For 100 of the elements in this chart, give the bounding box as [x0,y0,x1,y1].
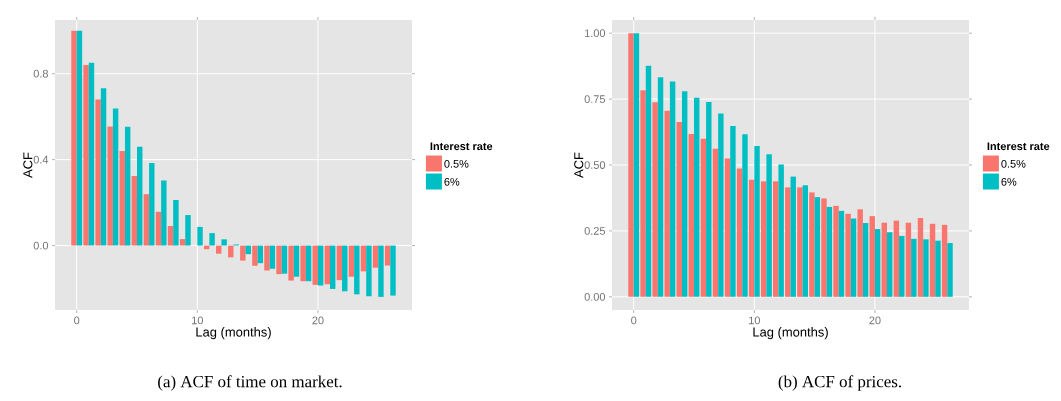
legend-label: 6% [1001,177,1017,186]
bar [911,238,917,297]
bar [809,192,815,297]
y-axis-title: ACF [23,152,33,178]
bar [826,206,833,297]
bar [790,176,796,297]
bar [221,239,227,246]
bar [173,200,179,246]
bar [76,30,83,246]
bar [905,222,912,297]
bar [372,245,379,268]
x-axis-title: Lag (months) [753,327,828,340]
text: (b) ACF of prices. [778,375,901,391]
bar [773,181,779,297]
bar [869,216,875,297]
bar [83,65,89,246]
bar [706,101,712,297]
bar [107,126,113,246]
bar [336,245,343,281]
bar [700,138,707,297]
bar [785,187,791,297]
bar [276,245,282,275]
bar [748,179,755,297]
bar [324,245,330,285]
bar [633,33,640,297]
y-tick-label: 0.0 [33,241,49,250]
bar [209,233,215,246]
text: (a) ACF of time on market. [158,375,342,391]
x-tick-label: 10 [749,316,760,325]
bar [88,62,95,246]
bar [167,226,174,246]
bar [317,245,324,286]
bar [874,229,881,297]
y-tick-label: 0.4 [33,155,49,164]
bar [185,215,191,246]
bar [881,222,887,297]
bar [718,113,724,297]
bar [366,245,372,297]
bar [137,146,143,246]
bar [887,232,893,297]
bar [657,77,664,297]
legend-title: Interest rate [430,142,493,151]
bar [124,126,131,246]
bar [838,210,845,297]
bar [378,245,384,297]
bar [348,245,355,277]
bar [342,245,348,292]
bar [760,181,767,297]
bar [71,30,77,246]
bar [119,151,125,246]
bar [131,175,138,246]
bar [797,187,803,297]
y-tick-label: 0.8 [33,69,48,78]
bar [676,122,682,297]
bar [857,209,863,297]
bar [149,163,155,246]
legend-label: 6% [444,177,460,186]
bar [802,185,808,297]
bar [681,91,688,297]
y-tick-label: 0.25 [584,227,606,235]
bar [754,146,760,297]
bar [736,168,743,297]
x-tick-label: 0 [631,316,637,325]
x-tick-label: 20 [312,316,324,325]
x-axis-title: Lag (months) [196,327,271,340]
bar [312,245,318,285]
bar [329,245,336,289]
bar [112,108,119,246]
bar [935,240,941,297]
bar [724,158,731,297]
bar [228,245,234,258]
bar [941,224,948,297]
x-tick-label: 0 [74,316,80,325]
bar [893,220,900,297]
bar [712,148,719,297]
bar [197,226,203,246]
bar [652,102,658,297]
bar [814,197,821,297]
bar [143,194,150,246]
bar [354,245,360,295]
bar [923,239,929,297]
bar [778,164,784,297]
y-tick-label: 0.75 [584,95,606,103]
bar [281,245,288,274]
bar [390,245,396,296]
bar [288,245,294,281]
legend-label: 0.5% [444,159,469,168]
bar [155,211,162,246]
bar [766,154,772,297]
bar [269,245,276,269]
bar [899,235,905,297]
bar [293,245,300,277]
y-tick-label: 0.50 [584,161,606,169]
y-tick-label: 1.00 [584,29,606,38]
bar [640,90,646,297]
bar [947,243,953,297]
bar [252,245,258,266]
bar [645,65,652,297]
bar [264,245,270,271]
bar [216,245,222,254]
